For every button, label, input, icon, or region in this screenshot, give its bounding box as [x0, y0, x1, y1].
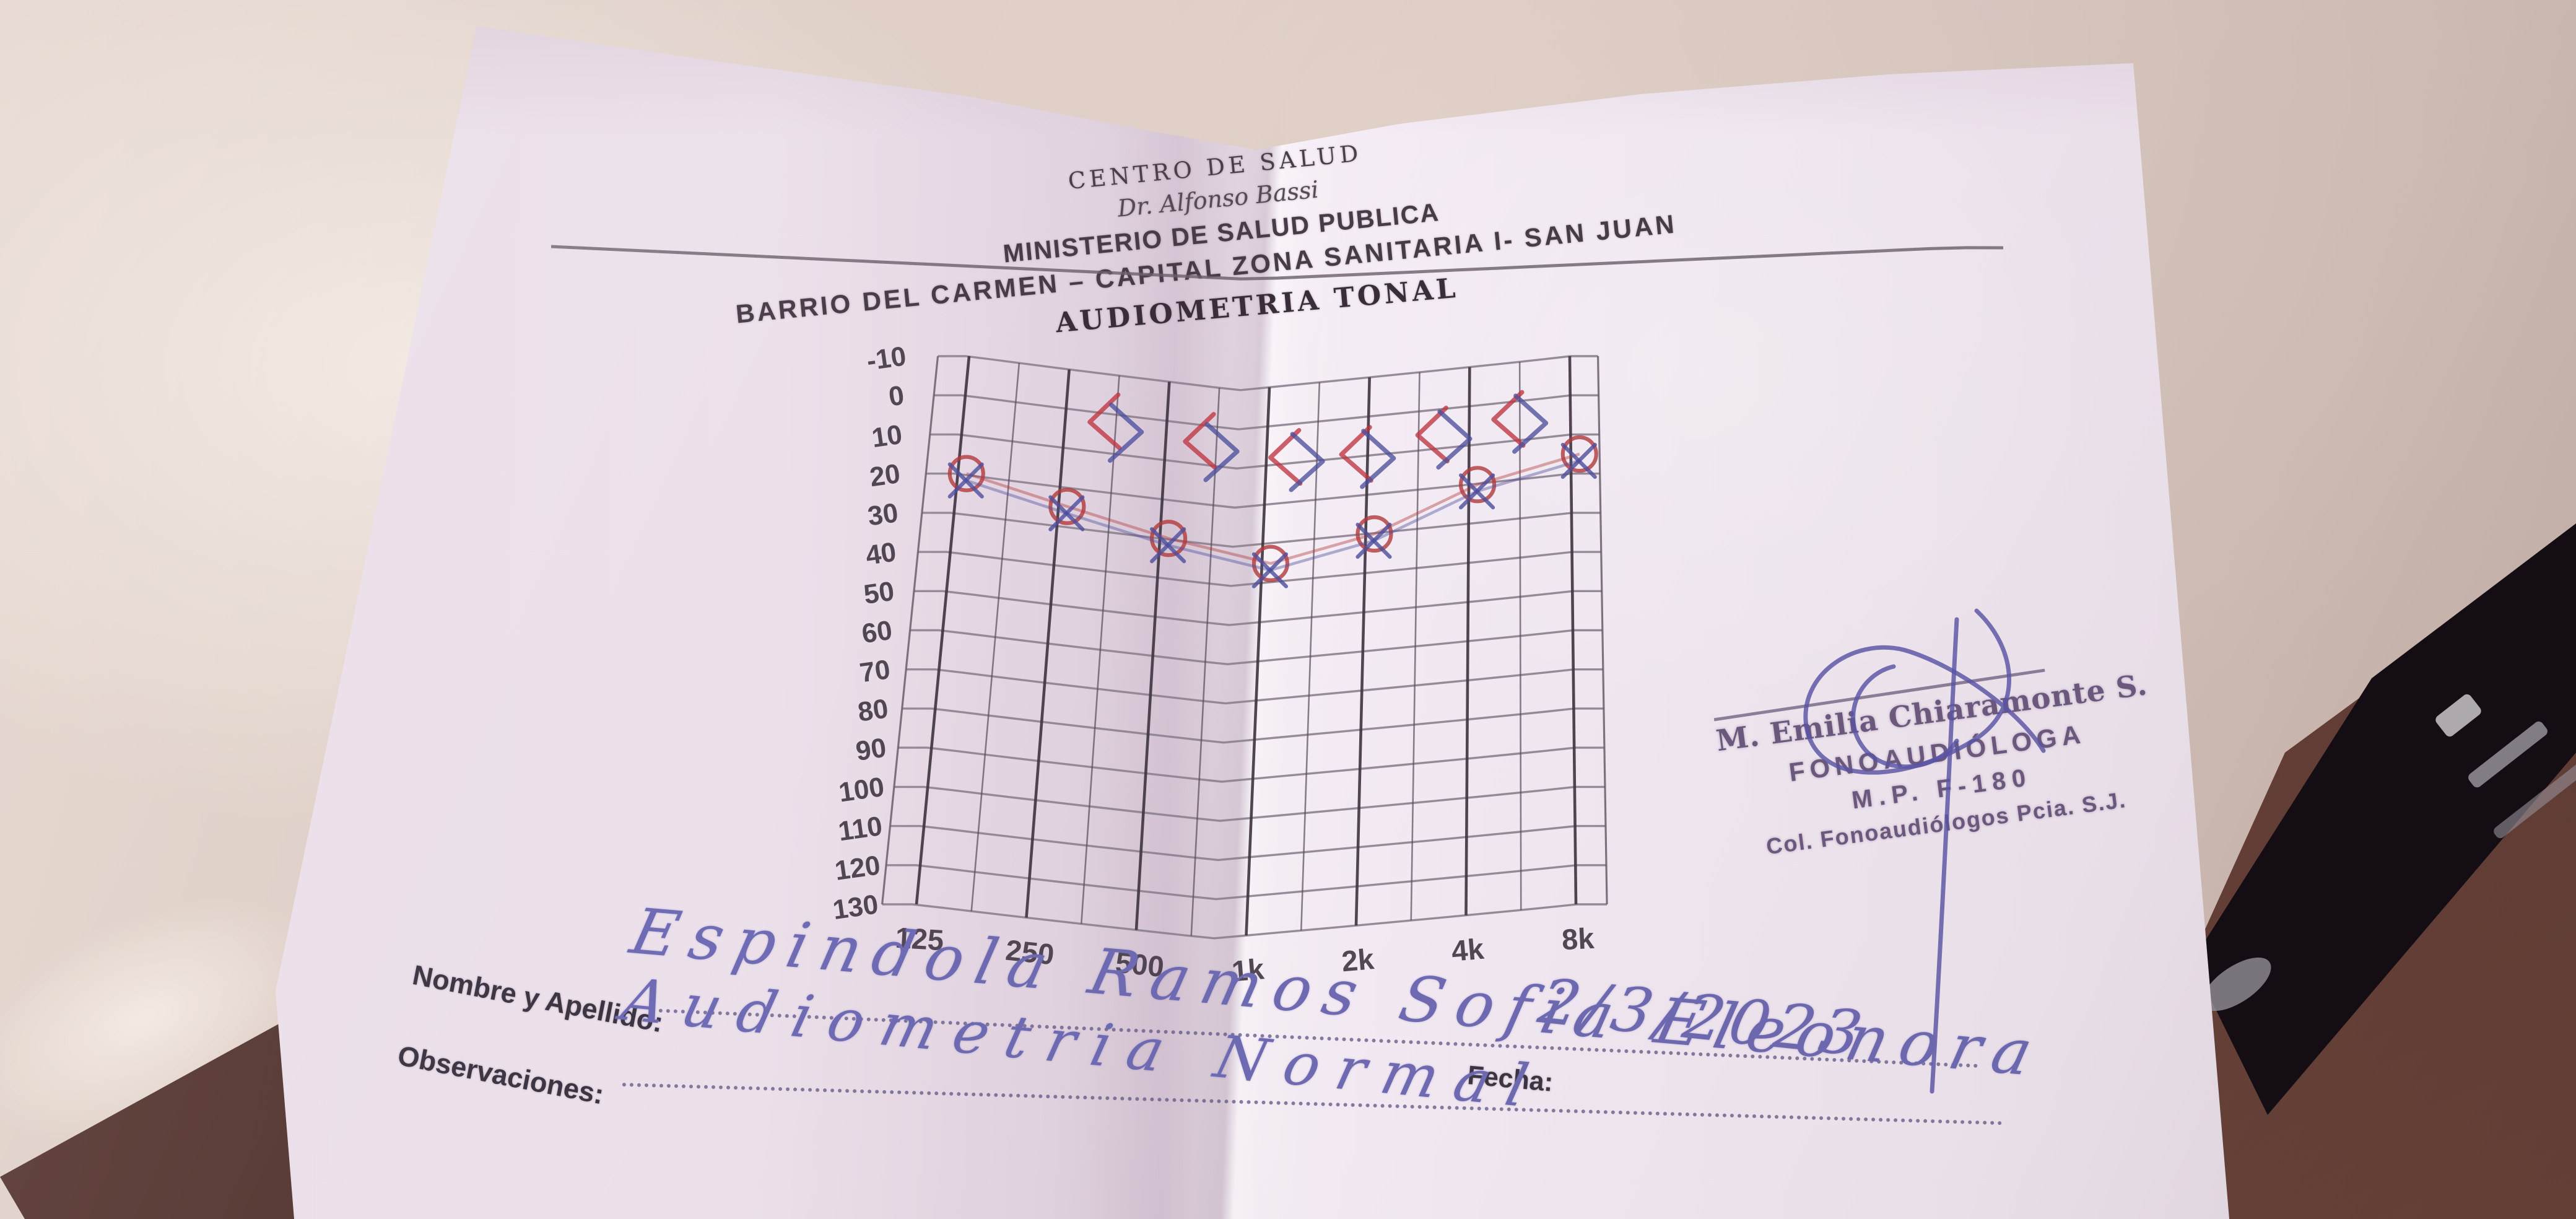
x-axis-tick-label: 250: [1004, 933, 1055, 971]
x-axis-tick-label: 8k: [1561, 922, 1596, 956]
y-axis-tick-label: 120: [833, 850, 882, 886]
y-axis-tick-label: 110: [837, 811, 884, 847]
threshold-connecting-line: [966, 452, 1580, 565]
bone-conduction-right-mark: [1512, 393, 1549, 454]
frequency-line: [1134, 382, 1171, 930]
bone-conduction-right-mark: [1360, 429, 1396, 489]
chart-frame-line: [881, 356, 939, 905]
air-conduction-x-mark: [1560, 442, 1597, 479]
y-axis-tick-label: 90: [854, 733, 888, 767]
db-gridline: [929, 433, 1599, 470]
y-axis-tick-label: 30: [866, 497, 900, 531]
bone-conduction-left-mark: [1415, 405, 1450, 464]
bone-conduction-right-mark: [1203, 422, 1240, 483]
db-gridline: [894, 785, 1605, 822]
db-gridline: [890, 824, 1606, 862]
half-octave-line: [1410, 372, 1421, 921]
x-axis-tick-label: 2k: [1340, 942, 1375, 977]
y-axis-tick-label: 60: [860, 615, 894, 649]
air-conduction-circle-mark: [1251, 544, 1290, 582]
db-gridline: [882, 903, 1608, 940]
y-axis-tick-label: 10: [870, 419, 904, 453]
air-conduction-circle-mark: [1458, 466, 1497, 504]
air-conduction-x-mark: [1149, 527, 1186, 564]
db-gridline: [902, 707, 1604, 744]
bone-conduction-left-mark: [1268, 428, 1303, 486]
y-axis-tick-label: 0: [887, 380, 906, 413]
y-axis-tick-label: 50: [862, 576, 896, 610]
air-conduction-x-mark: [1048, 495, 1085, 531]
y-axis-tick-label: 40: [864, 536, 898, 570]
half-octave-line: [1518, 362, 1522, 911]
half-octave-line: [1080, 375, 1120, 924]
bone-conduction-right-mark: [1107, 402, 1144, 463]
y-axis-tick-label: 80: [856, 693, 890, 727]
frequency-line: [915, 356, 971, 905]
air-conduction-circle-mark: [1048, 487, 1086, 525]
air-conduction-x-mark: [947, 462, 984, 499]
half-octave-line: [1190, 388, 1221, 937]
signature-inner-loop: [1851, 664, 1959, 769]
bone-conduction-left-mark: [1183, 412, 1217, 470]
signature-loop: [1803, 608, 2046, 775]
db-gridline: [910, 629, 1603, 666]
air-conduction-x-mark: [1251, 552, 1289, 588]
bone-conduction-left-mark: [1339, 425, 1373, 483]
x-axis-tick-label: 500: [1114, 946, 1165, 984]
bone-conduction-left-mark: [1491, 390, 1526, 448]
db-gridline: [914, 590, 1602, 626]
chart-frame-line: [1596, 356, 1608, 905]
air-conduction-circle-mark: [1149, 520, 1188, 557]
bone-conduction-right-mark: [1436, 409, 1473, 470]
bone-conduction-left-mark: [1087, 392, 1122, 450]
db-gridline: [906, 668, 1603, 705]
y-axis-tick-label: 130: [831, 889, 881, 925]
x-axis-tick-label: 1k: [1230, 952, 1266, 987]
x-axis-tick-label: 4k: [1450, 932, 1486, 968]
y-axis-tick-label: 70: [858, 654, 892, 688]
half-octave-line: [1300, 382, 1321, 931]
db-gridline: [886, 864, 1606, 901]
air-conduction-circle-mark: [1355, 515, 1393, 553]
db-gridline: [921, 512, 1601, 548]
air-conduction-circle-mark: [947, 455, 985, 492]
air-conduction-x-mark: [1458, 473, 1495, 510]
y-axis-tick-label: 20: [868, 458, 902, 492]
header-rule-line: [550, 245, 2004, 281]
frequency-line: [1354, 377, 1371, 926]
frequency-line: [1025, 369, 1071, 918]
frequency-line: [1245, 387, 1271, 936]
frequency-line: [1568, 356, 1578, 905]
x-axis-tick-label: 125: [894, 921, 944, 957]
db-gridline: [938, 355, 1598, 391]
signature-down-stroke: [1930, 617, 1959, 1094]
half-octave-line: [970, 362, 1020, 912]
air-conduction-circle-mark: [1560, 435, 1598, 473]
db-gridline: [934, 394, 1599, 430]
db-gridline: [898, 746, 1604, 783]
y-axis-tick-label: 100: [837, 772, 887, 808]
frequency-line: [1464, 367, 1471, 915]
y-axis-tick-label: -10: [865, 341, 908, 376]
bone-conduction-right-mark: [1289, 432, 1325, 492]
air-conduction-x-mark: [1355, 522, 1392, 559]
